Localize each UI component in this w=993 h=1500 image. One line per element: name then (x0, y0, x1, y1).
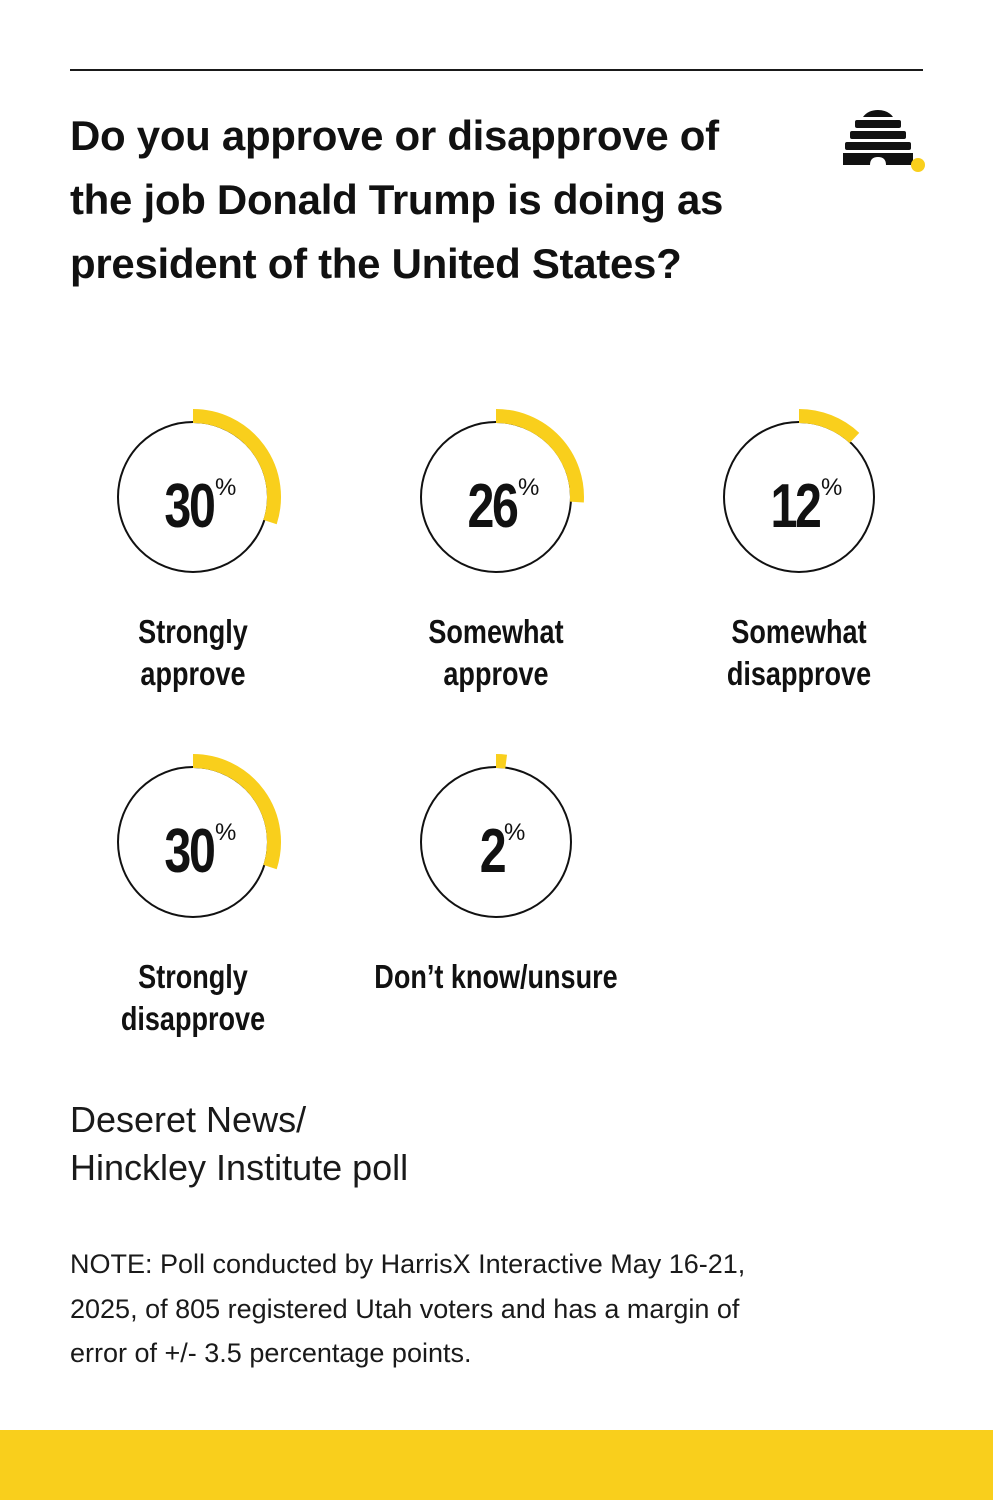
donut-category-label: approve (140, 657, 245, 693)
note-line-2: 2025, of 805 registered Utah voters and … (70, 1293, 740, 1324)
donut-item-don-t-know-unsure: 2 % Don’t know/unsure (374, 754, 618, 996)
methodology-note: NOTE: Poll conducted by HarrisX Interact… (70, 1242, 890, 1376)
bottom-accent-band (0, 1430, 993, 1500)
question-title: Do you approve or disapprove of the job … (70, 112, 724, 287)
donut-category-label: disapprove (121, 1002, 265, 1038)
donut-value-arc (495, 409, 584, 503)
donut-value-label: 12 (770, 471, 820, 540)
beehive-icon (843, 110, 925, 172)
donut-value-label: 2 (480, 816, 505, 885)
donut-category-label: disapprove (727, 657, 871, 693)
donut-value-label: 30 (164, 471, 214, 540)
donut-category-label: Strongly (138, 615, 248, 651)
donut-category-label: approve (443, 657, 548, 693)
donut-item-strongly-disapprove: 30 % Strongly disapprove (117, 754, 281, 1038)
percent-symbol: % (821, 474, 842, 501)
donut-value-arc (495, 754, 508, 769)
donut-category-label: Don’t know/unsure (374, 960, 617, 996)
donut-category-label: Somewhat (731, 615, 866, 651)
top-rule (70, 69, 923, 71)
percent-symbol: % (504, 819, 525, 846)
donut-item-somewhat-disapprove: 12 % Somewhat disapprove (723, 409, 875, 693)
donut-value-arc (798, 409, 860, 444)
donut-ring (723, 421, 875, 573)
donut-value-arc (192, 409, 281, 525)
donut-category-label: Somewhat (428, 615, 563, 651)
donut-value-label: 30 (164, 816, 214, 885)
donut-category-label: Strongly (138, 960, 248, 996)
source-line-2: Hinckley Institute poll (70, 1147, 409, 1188)
donut-chart-grid: 30 % Strongly approve 26 % Somewhat approve 12 % S… (117, 409, 875, 1038)
note-line-1: NOTE: Poll conducted by HarrisX Interact… (70, 1249, 746, 1279)
percent-symbol: % (215, 819, 236, 846)
donut-item-strongly-approve: 30 % Strongly approve (117, 409, 281, 693)
percent-symbol: % (215, 474, 236, 501)
percent-symbol: % (518, 474, 539, 501)
donut-value-arc (192, 754, 281, 870)
source-credit: Deseret News/ Hinckley Institute poll (70, 1096, 670, 1192)
donut-item-somewhat-approve: 26 % Somewhat approve (420, 409, 584, 693)
source-line-1: Deseret News/ (70, 1099, 307, 1140)
note-line-3: error of +/- 3.5 percentage points. (70, 1338, 472, 1368)
donut-value-label: 26 (467, 471, 517, 540)
